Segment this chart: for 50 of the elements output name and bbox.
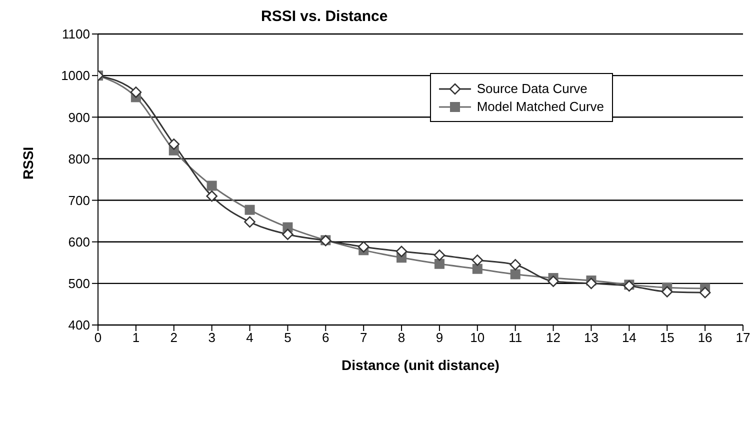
y-tick-label: 1100	[62, 26, 90, 42]
x-tick-label: 13	[584, 330, 598, 346]
point	[206, 190, 218, 202]
point	[472, 264, 482, 274]
y-tick-label: 600	[68, 234, 90, 250]
y-tick-label: 1000	[61, 68, 90, 84]
point	[244, 204, 255, 215]
point	[472, 254, 484, 266]
x-tick-label: 10	[470, 330, 485, 346]
point	[130, 86, 142, 98]
y-tick-label: 700	[68, 192, 90, 208]
point	[396, 246, 408, 258]
x-tick-label: 2	[170, 330, 178, 346]
point	[586, 278, 597, 290]
legend-label: Source Data Curve	[476, 81, 588, 96]
point	[168, 138, 180, 150]
point	[548, 276, 559, 287]
x-tick-label: 0	[94, 330, 102, 346]
x-tick-label: 7	[360, 330, 368, 346]
x-tick-label: 15	[660, 330, 674, 346]
x-tick-label: 1	[132, 330, 140, 346]
point	[510, 269, 520, 280]
x-tick-label: 16	[698, 330, 712, 346]
x-tick-label: 3	[208, 330, 216, 346]
x-tick-label: 14	[622, 330, 636, 346]
point	[661, 286, 673, 298]
x-tick-label: 4	[246, 330, 254, 346]
point	[244, 216, 256, 228]
x-tick-label: 11	[508, 330, 522, 346]
point	[434, 258, 444, 269]
x-tick-label: 17	[736, 330, 750, 346]
x-tick-label: 5	[284, 330, 292, 346]
point	[510, 259, 522, 270]
chart-title: RSSI vs. Distance	[258, 8, 391, 25]
y-tick-label: 900	[68, 110, 90, 125]
y-tick-label: 400	[68, 318, 90, 333]
x-axis-title: Distance (unit distance)	[342, 357, 500, 373]
x-tick-label: 8	[398, 330, 406, 346]
x-tick-label: 9	[436, 330, 444, 346]
x-tick-label: 6	[322, 330, 330, 346]
x-tick-label: 12	[546, 330, 561, 346]
point	[699, 286, 711, 298]
point	[282, 228, 294, 240]
point	[206, 180, 217, 191]
y-axis-title: RSSI	[20, 146, 36, 180]
legend-label: Model Matched Curve	[476, 99, 604, 114]
y-tick-label: 500	[68, 276, 90, 292]
point	[434, 250, 446, 261]
y-tick-label: 800	[68, 151, 90, 166]
point	[358, 241, 370, 252]
